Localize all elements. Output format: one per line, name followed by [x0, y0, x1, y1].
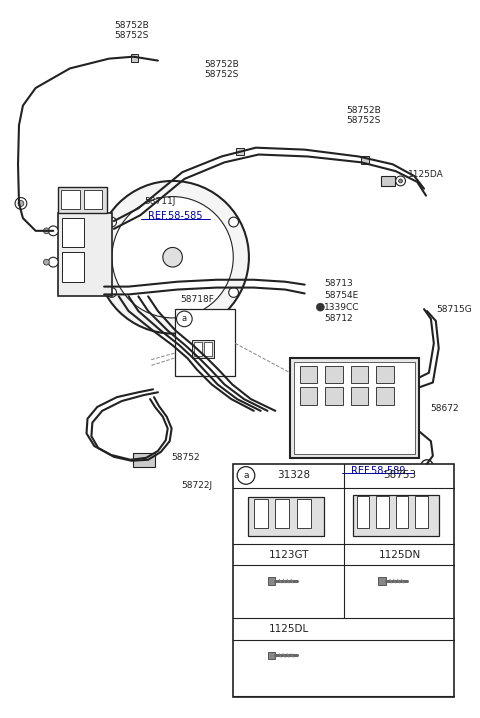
Circle shape: [316, 303, 324, 311]
Bar: [84, 190, 102, 210]
Bar: [62, 218, 84, 248]
Circle shape: [18, 200, 24, 206]
Text: 58752S: 58752S: [204, 70, 239, 79]
Text: 58711J: 58711J: [144, 197, 176, 206]
Circle shape: [15, 197, 27, 210]
Bar: [194, 342, 202, 356]
Circle shape: [96, 181, 249, 334]
Bar: [233, 464, 455, 696]
Text: 31328: 31328: [277, 470, 311, 480]
Circle shape: [398, 179, 403, 183]
Circle shape: [48, 257, 58, 267]
Bar: [267, 577, 276, 585]
Text: 58752B: 58752B: [114, 21, 149, 30]
Bar: [192, 340, 214, 358]
Text: 1125DA: 1125DA: [408, 169, 444, 179]
Bar: [325, 388, 343, 405]
Text: a: a: [243, 471, 249, 480]
Text: 58672: 58672: [430, 404, 458, 414]
Circle shape: [228, 217, 239, 227]
Bar: [204, 342, 212, 356]
Circle shape: [107, 217, 117, 227]
Bar: [294, 362, 415, 454]
Bar: [376, 496, 389, 528]
Bar: [396, 496, 408, 528]
Bar: [378, 577, 386, 585]
Circle shape: [177, 311, 192, 327]
Circle shape: [48, 226, 58, 236]
Text: 58752: 58752: [171, 453, 200, 462]
Text: 58753: 58753: [383, 470, 416, 480]
Text: REF.58-585: REF.58-585: [148, 211, 203, 221]
Bar: [351, 388, 368, 405]
Text: 58754E: 58754E: [324, 291, 359, 300]
Bar: [58, 213, 112, 297]
Circle shape: [228, 288, 239, 297]
Text: 1339CC: 1339CC: [324, 303, 360, 312]
Text: a: a: [182, 314, 187, 323]
Text: 58752B: 58752B: [346, 106, 381, 115]
Bar: [131, 54, 138, 62]
Text: 58713: 58713: [324, 279, 353, 288]
Text: 58752S: 58752S: [114, 31, 149, 39]
Bar: [61, 190, 80, 210]
Bar: [300, 388, 317, 405]
Bar: [276, 499, 289, 528]
Bar: [376, 388, 394, 405]
Circle shape: [44, 228, 49, 234]
Text: REF.58-589: REF.58-589: [351, 465, 405, 475]
FancyBboxPatch shape: [353, 495, 439, 536]
Bar: [254, 499, 267, 528]
Bar: [297, 499, 311, 528]
Circle shape: [163, 248, 182, 267]
Bar: [415, 496, 428, 528]
Text: 1125DN: 1125DN: [378, 550, 420, 559]
Bar: [58, 187, 107, 213]
Bar: [381, 176, 395, 186]
Bar: [300, 366, 317, 383]
Text: 1125DL: 1125DL: [269, 624, 309, 634]
Text: 58715G: 58715G: [437, 304, 472, 314]
Bar: [175, 309, 235, 376]
Text: 58752S: 58752S: [346, 116, 381, 125]
Bar: [361, 157, 369, 164]
Circle shape: [44, 259, 49, 265]
Bar: [62, 252, 84, 281]
FancyBboxPatch shape: [248, 497, 324, 536]
Text: 58718F: 58718F: [180, 295, 214, 304]
Bar: [290, 358, 419, 458]
Text: 58722J: 58722J: [181, 481, 213, 490]
Bar: [267, 651, 276, 659]
Circle shape: [112, 197, 233, 318]
Circle shape: [237, 467, 255, 484]
Text: 58752B: 58752B: [204, 60, 239, 69]
Circle shape: [425, 464, 429, 467]
Text: 58712: 58712: [324, 314, 353, 323]
Bar: [357, 496, 369, 528]
Circle shape: [107, 288, 117, 297]
Bar: [351, 366, 368, 383]
Bar: [133, 453, 155, 467]
Circle shape: [421, 460, 433, 472]
Bar: [325, 366, 343, 383]
Circle shape: [396, 176, 406, 186]
Text: 1123GT: 1123GT: [269, 550, 309, 559]
Bar: [236, 148, 244, 156]
Bar: [376, 366, 394, 383]
